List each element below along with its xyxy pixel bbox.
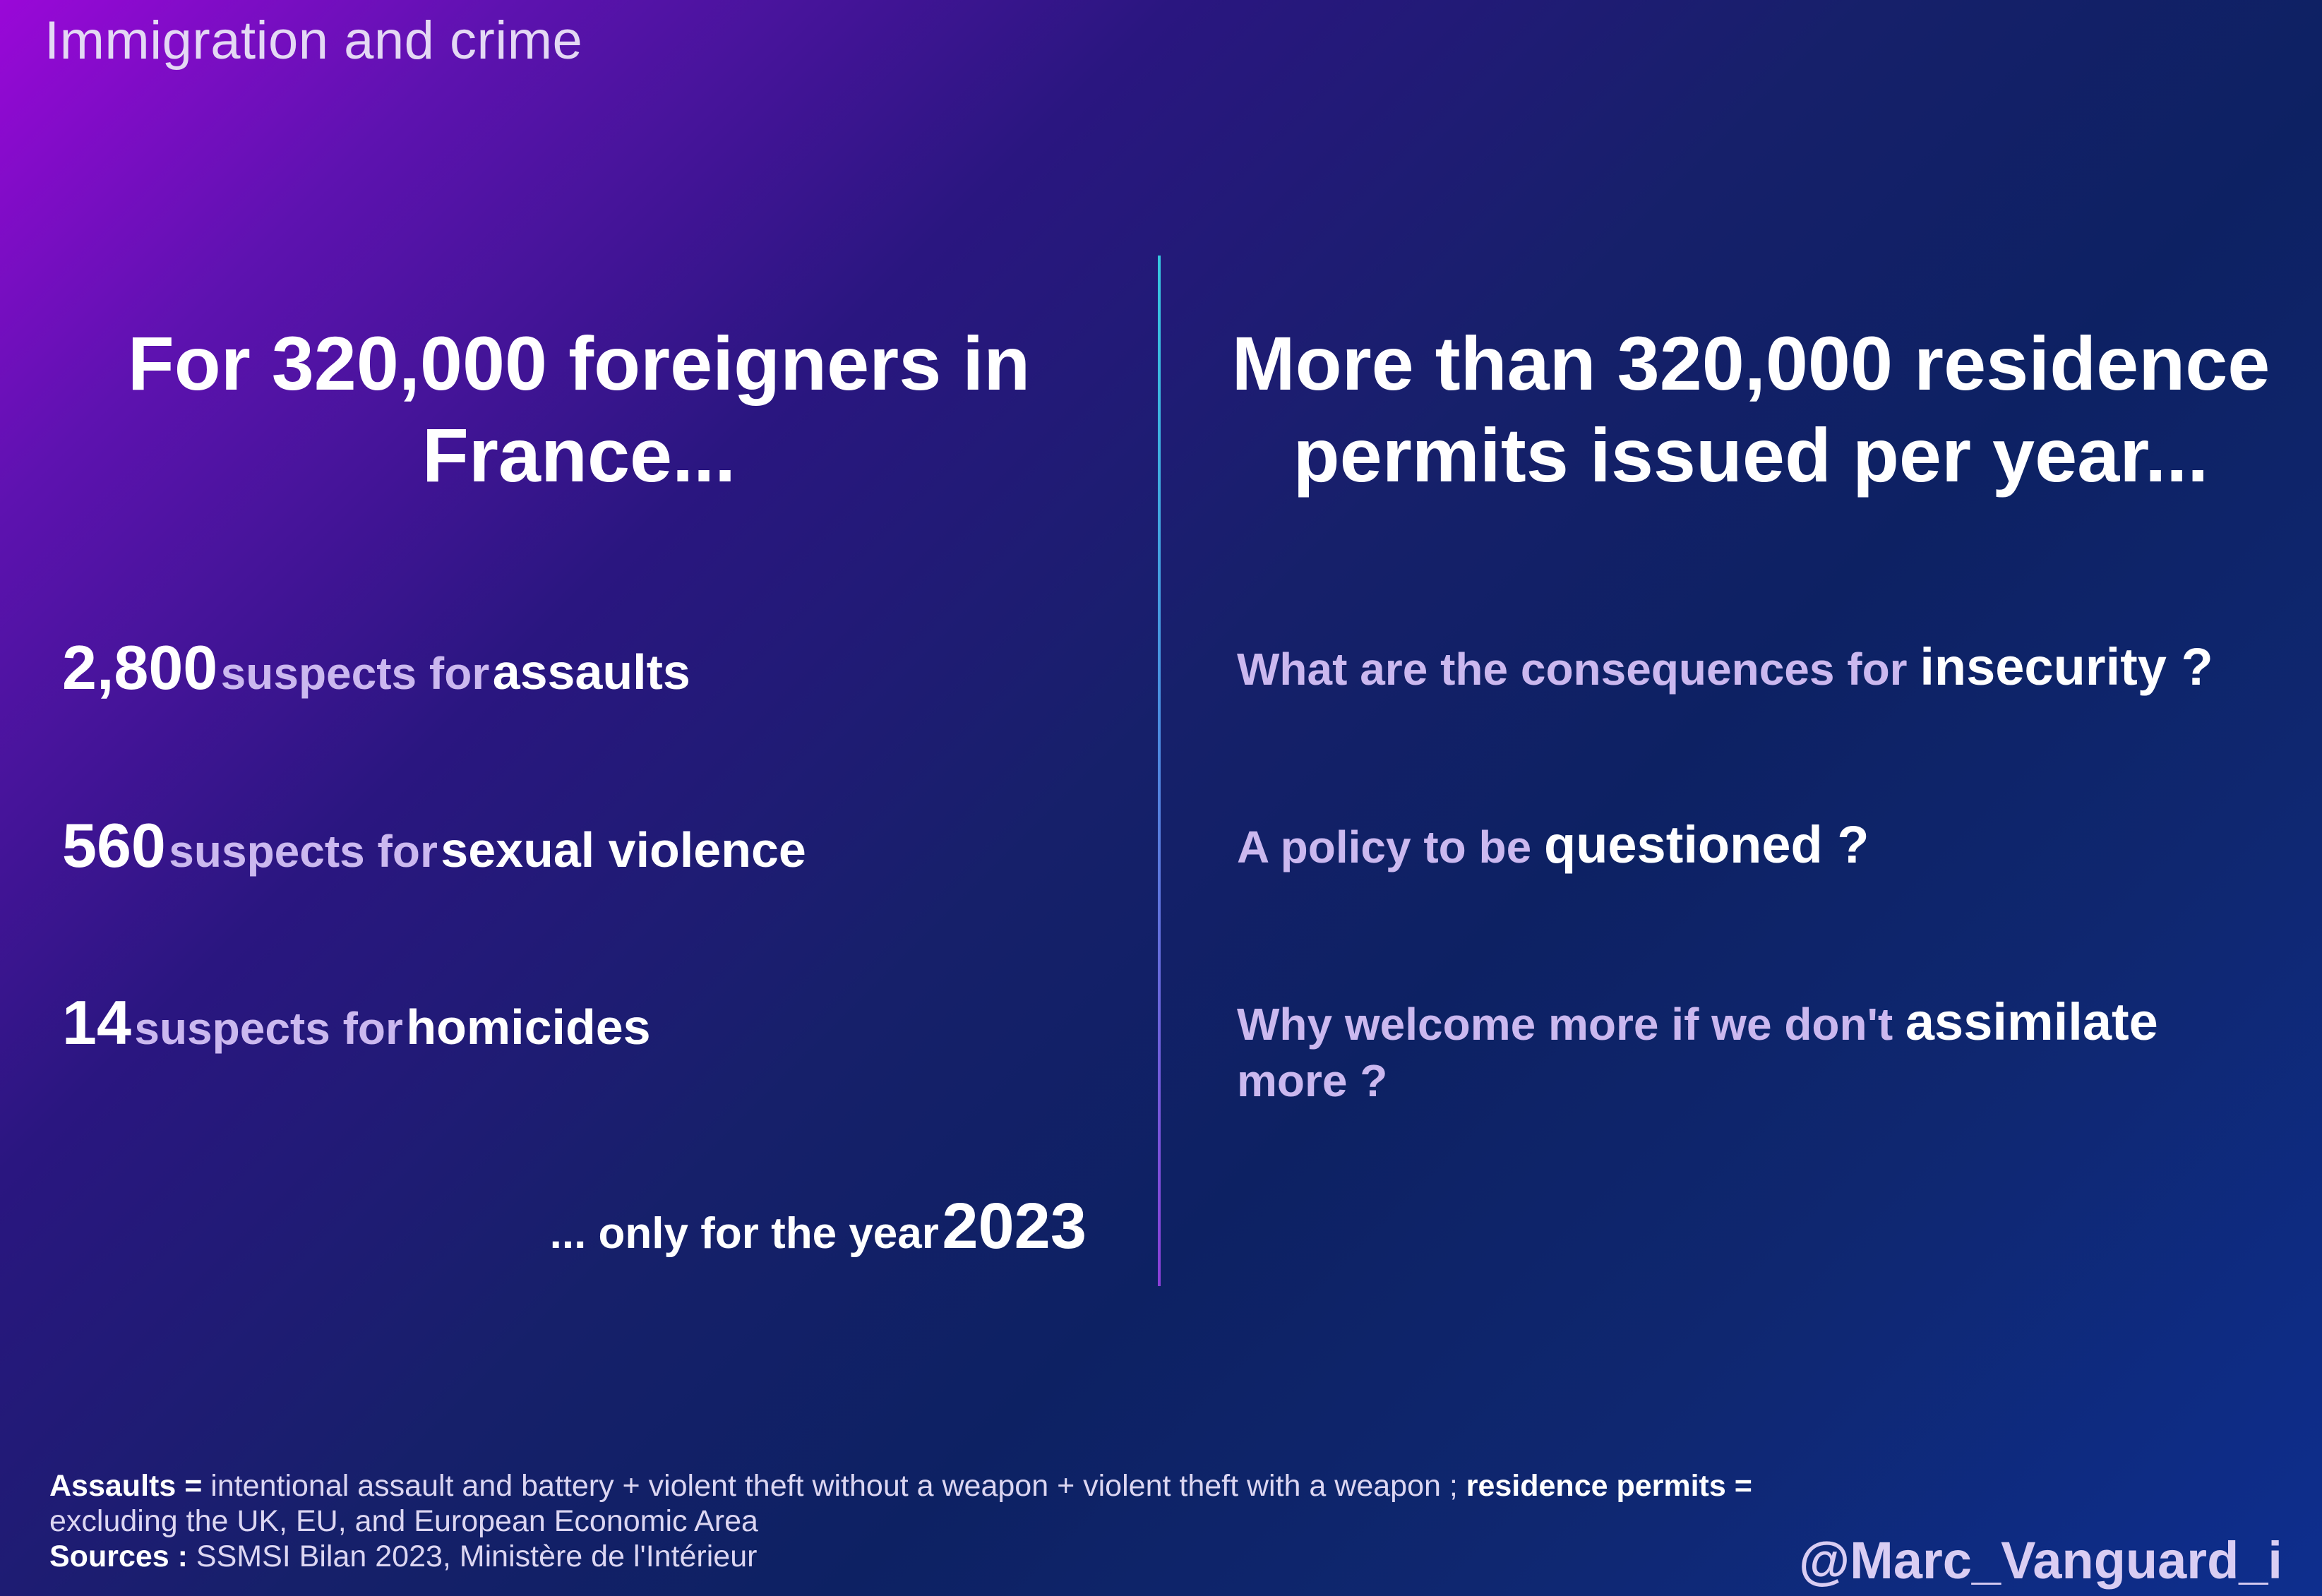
question-suffix: ? [2166,637,2213,696]
stat-number: 2,800 [62,632,218,702]
stat-connector: suspects for [220,648,490,699]
stat-connector: suspects for [134,1003,403,1054]
stat-homicides: 14 suspects for homicides [62,987,651,1059]
question-highlight: assimilate [1905,992,2158,1051]
stat-crime: homicides [406,1000,651,1055]
author-handle: @Marc_Vanguard_i [1799,1531,2282,1590]
stat-crime: sexual violence [441,822,806,877]
question-highlight: questioned [1544,815,1823,874]
question-suffix: ? [1822,815,1869,874]
slide-title: Immigration and crime [44,11,583,71]
year-note: ... only for the year 2023 [550,1189,1087,1264]
right-headline: More than 320,000 residence permits issu… [1231,320,2270,498]
question-suffix: more ? [1237,1055,1388,1106]
footnote-assaults-label: Assaults = [49,1469,203,1503]
question-policy: A policy to be questioned ? [1237,817,2239,875]
vertical-divider [1158,256,1161,1286]
question-text: What are the consequences for [1237,644,1908,695]
question-text: Why welcome more if we don't [1237,999,1893,1050]
question-insecurity: What are the consequences for insecurity… [1237,639,2239,697]
stat-assaults: 2,800 suspects for assaults [62,632,690,704]
stat-number: 14 [62,988,131,1057]
left-headline: For 320,000 foreigners in France... [127,320,1031,498]
footnote-sources-label: Sources : [49,1540,188,1573]
footnote-sources: SSMSI Bilan 2023, Ministère de l'Intérie… [187,1540,758,1573]
year-note-prefix: ... only for the year [549,1209,939,1258]
question-text: A policy to be [1237,822,1532,872]
question-highlight: insecurity [1920,637,2167,696]
stat-connector: suspects for [169,826,438,877]
footnote: Assaults = intentional assault and batte… [49,1468,1885,1574]
stat-crime: assaults [492,644,690,700]
footnote-permits-label: residence permits = [1466,1469,1752,1503]
footnote-assaults-definition: intentional assault and battery + violen… [202,1469,1466,1503]
question-assimilate: Why welcome more if we don't assimilate … [1237,994,2239,1109]
stat-sexual-violence: 560 suspects for sexual violence [62,810,806,882]
stat-number: 560 [62,810,166,880]
year-note-year: 2023 [942,1190,1087,1262]
footnote-permits-definition: excluding the UK, EU, and European Econo… [49,1504,758,1538]
